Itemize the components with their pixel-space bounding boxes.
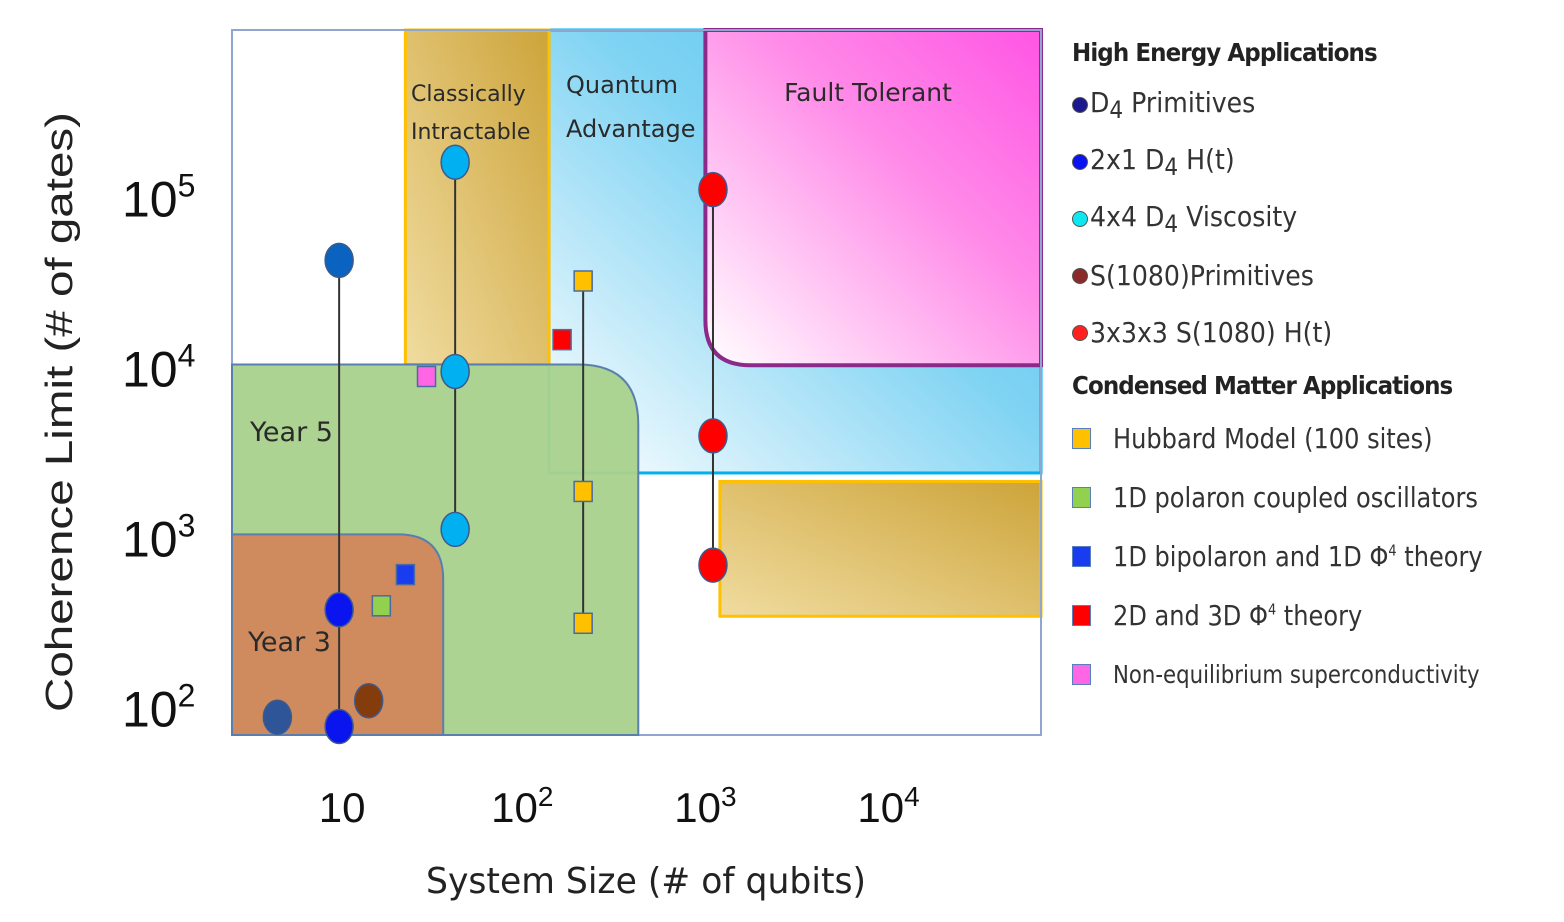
point-4x4-d4-viscosity-2 — [440, 144, 470, 180]
legend-item-4x4-d4-viscosity: 4x4 D4 Viscosity — [1072, 190, 1562, 247]
legend-circle-marker-icon — [1072, 153, 1088, 170]
legend-item-s-1080-primitives: S(1080)Primitives — [1072, 247, 1562, 304]
x-tick-label-1: 102 — [491, 781, 553, 831]
legend-circle-marker-icon — [1072, 324, 1088, 341]
y-tick-label-3: 105 — [122, 168, 195, 228]
point-2x1-d4-h-t-1 — [324, 592, 354, 628]
y-axis-ticks: 102 103 104 105 — [122, 168, 195, 738]
legend-item-label: 1D bipolaron and 1D Φ4 theory — [1113, 540, 1483, 573]
point-2d-and-3d-4-theory-0 — [552, 328, 572, 351]
legend-circle-marker-icon — [1072, 96, 1088, 113]
point-2x1-d4-h-t-0 — [324, 708, 354, 745]
y-axis-label: Coherence Limit (# of gates) — [39, 112, 81, 712]
legend-item-2x1-d4-h-t: 2x1 D4 H(t) — [1072, 133, 1562, 190]
region-classically-intractable-band — [718, 479, 1043, 618]
legend-square-marker-icon — [1072, 546, 1091, 567]
legend-circle-marker-icon — [1072, 210, 1088, 227]
legend-square-marker-icon — [1072, 605, 1091, 626]
region-labels: Classically Intractable Quantum Advantage Fa… — [247, 71, 952, 658]
y-tick-label-2: 104 — [122, 337, 195, 397]
region-classically-intractable — [403, 28, 551, 366]
region-label-quantum-advantage: Advantage — [566, 115, 695, 143]
x-axis-ticks: 10 102 103 104 — [319, 781, 920, 831]
legend-item-3x3x3-s-1080-h-t: 3x3x3 S(1080) H(t) — [1072, 304, 1562, 361]
point-hubbard-model-100-sites-0 — [573, 612, 593, 635]
x-tick-label-0: 10 — [319, 784, 366, 831]
region-fault-tolerant — [703, 28, 1043, 368]
x-tick-label-2: 103 — [674, 781, 736, 831]
regions-layer — [403, 28, 1043, 618]
legend-item-label: 3x3x3 S(1080) H(t) — [1090, 316, 1333, 349]
legend-item-1d-bipolaron-and-1d-4-theory: 1D bipolaron and 1D Φ4 theory — [1072, 527, 1562, 586]
legend-item-hubbard-model-100-sites: Hubbard Model (100 sites) — [1072, 409, 1562, 468]
region-label-fault-tolerant: Fault Tolerant — [784, 78, 952, 107]
legend-high-energy-list: D4 Primitives 2x1 D4 H(t) 4x4 D4 Viscosity… — [1072, 76, 1562, 361]
x-tick-label-3: 104 — [857, 781, 919, 831]
region-label-classically-intractable: Classically — [411, 82, 526, 107]
region-label-quantum-advantage: Quantum — [566, 71, 678, 99]
legend-square-marker-icon — [1072, 428, 1091, 449]
legend-item-label: S(1080)Primitives — [1090, 259, 1314, 292]
legend-item-d4-primitives: D4 Primitives — [1072, 76, 1562, 133]
legend-item-label: D4 Primitives — [1090, 85, 1256, 124]
legend-item-label: 1D polaron coupled oscillators — [1113, 481, 1478, 514]
x-axis-label: System Size (# of qubits) — [426, 861, 866, 902]
point-3x3x3-s-1080-h-t-1 — [698, 418, 728, 454]
point-1d-bipolaron-and-1d-4-theory-0 — [395, 563, 416, 586]
series-lines — [338, 162, 714, 727]
legend-square-marker-icon — [1072, 487, 1091, 508]
legend-heading-high-energy: High Energy Applications — [1072, 38, 1378, 67]
y-tick-label-1: 103 — [122, 507, 195, 567]
series-marks — [262, 144, 728, 745]
point-4x4-d4-viscosity-1 — [440, 353, 470, 390]
legend-circle-marker-icon — [1072, 267, 1088, 284]
legend-item-2d-and-3d-4-theory: 2D and 3D Φ4 theory — [1072, 586, 1562, 645]
legend-item-non-equilibrium-superconductivity: Non-equilibrium superconductivity — [1072, 645, 1562, 704]
legend-square-marker-icon — [1072, 664, 1091, 685]
legend-heading-condensed-matter: Condensed Matter Applications — [1072, 371, 1453, 400]
point-3x3x3-s-1080-h-t-0 — [698, 547, 728, 583]
legend-item-label: Non-equilibrium superconductivity — [1113, 660, 1480, 689]
point-non-equilibrium-superconductivity-0 — [416, 365, 437, 388]
legend-item-label: Hubbard Model (100 sites) — [1113, 422, 1433, 455]
point-3x3x3-s-1080-h-t-2 — [698, 171, 728, 208]
year-regions-layer — [231, 363, 640, 736]
legend-item-label: 2x1 D4 H(t) — [1090, 142, 1235, 181]
region-year-3 — [231, 533, 445, 736]
legend-item-label: 2D and 3D Φ4 theory — [1113, 599, 1363, 632]
point-4x4-d4-viscosity-0 — [440, 511, 470, 548]
point-hubbard-model-100-sites-2 — [573, 270, 593, 292]
legend-condensed-matter-list: Hubbard Model (100 sites) 1D polaron coup… — [1072, 409, 1562, 704]
legend-item-label: 4x4 D4 Viscosity — [1090, 199, 1298, 238]
point-s-1080-primitives-0 — [353, 682, 384, 719]
region-label-year-3: Year 3 — [247, 627, 331, 658]
point-d4-primitives-1 — [324, 242, 354, 279]
region-label-classically-intractable: Intractable — [411, 120, 530, 145]
point-hubbard-model-100-sites-1 — [573, 480, 593, 503]
region-label-year-5: Year 5 — [249, 417, 333, 448]
legend-item-1d-polaron-coupled-oscillators: 1D polaron coupled oscillators — [1072, 468, 1562, 527]
legend: High Energy Applications D4 Primitives 2x… — [1072, 30, 1562, 704]
point-d4-primitives-0 — [262, 699, 293, 735]
point-1d-polaron-coupled-oscillators-0 — [371, 595, 392, 617]
y-tick-label-0: 102 — [122, 677, 195, 737]
